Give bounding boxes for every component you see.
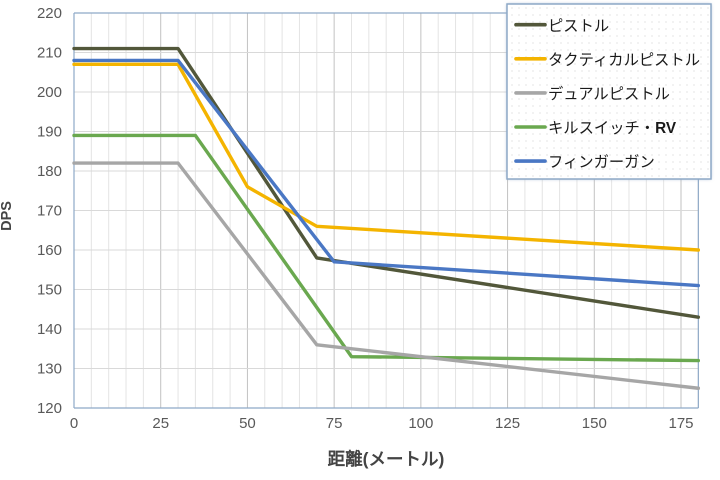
svg-text:150: 150 xyxy=(582,415,607,432)
svg-text:200: 200 xyxy=(37,84,62,101)
svg-text:25: 25 xyxy=(152,415,169,432)
svg-text:フィンガーガン: フィンガーガン xyxy=(548,154,655,171)
svg-text:120: 120 xyxy=(37,400,62,417)
svg-text:タクティカルピストル: タクティカルピストル xyxy=(548,52,700,69)
svg-text:100: 100 xyxy=(408,415,433,432)
svg-text:デュアルピストル: デュアルピストル xyxy=(548,85,670,103)
svg-text:125: 125 xyxy=(495,415,520,432)
svg-text:75: 75 xyxy=(326,415,343,432)
svg-text:220: 220 xyxy=(37,5,62,22)
svg-text:140: 140 xyxy=(37,321,62,338)
svg-text:175: 175 xyxy=(668,415,693,432)
svg-text:160: 160 xyxy=(37,242,62,259)
svg-text:190: 190 xyxy=(37,124,62,141)
svg-text:150: 150 xyxy=(37,282,62,299)
svg-text:キルスイッチ・RV: キルスイッチ・RV xyxy=(548,120,677,137)
svg-text:50: 50 xyxy=(239,415,256,432)
svg-text:170: 170 xyxy=(37,203,62,220)
svg-text:DPS: DPS xyxy=(0,201,15,231)
svg-text:180: 180 xyxy=(37,163,62,180)
svg-text:0: 0 xyxy=(70,415,78,432)
svg-text:210: 210 xyxy=(37,45,62,62)
svg-text:130: 130 xyxy=(37,361,62,378)
svg-text:ピストル: ピストル xyxy=(548,18,609,35)
svg-text:距離(メートル): 距離(メートル) xyxy=(328,449,445,469)
